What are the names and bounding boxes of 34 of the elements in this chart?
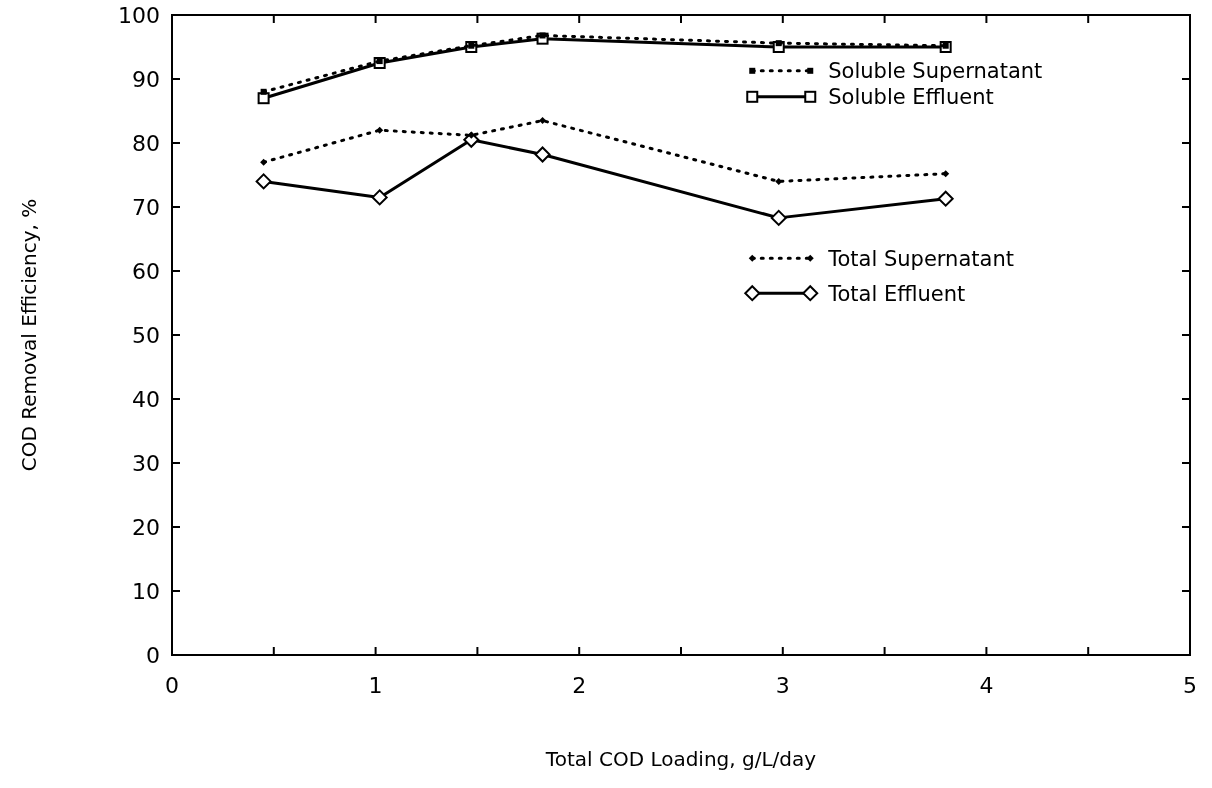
- y-tick-label: 80: [132, 130, 160, 156]
- x-tick-label: 4: [979, 673, 994, 698]
- point: [255, 173, 272, 190]
- y-tick-label: 10: [132, 578, 160, 604]
- y-tick-label: 0: [146, 642, 160, 668]
- y-tick-label: 60: [132, 258, 160, 284]
- y-tick-label: 30: [132, 450, 160, 476]
- point: [539, 117, 547, 125]
- x-tick-label: 0: [165, 673, 179, 698]
- y-tick-label: 40: [132, 386, 160, 412]
- point: [260, 88, 267, 95]
- y-tick-label: 90: [132, 66, 160, 92]
- x-tick-label: 3: [775, 673, 790, 698]
- point: [260, 158, 268, 166]
- y-tick-label: 20: [132, 514, 160, 540]
- legend-label: Total Supernatant: [827, 246, 1014, 271]
- y-axis-title: COD Removal Efficiency, %: [17, 198, 41, 472]
- legend-label: Soluble Supernatant: [828, 59, 1043, 84]
- x-tick-label: 1: [368, 673, 383, 698]
- point: [942, 170, 950, 178]
- point: [775, 177, 783, 185]
- legend-label: Soluble Effluent: [828, 85, 994, 110]
- y-tick-label: 50: [132, 322, 160, 348]
- y-tick-label: 70: [132, 194, 160, 220]
- point: [534, 146, 551, 163]
- point: [376, 126, 384, 134]
- legend-label: Total Effluent: [827, 281, 966, 306]
- x-axis-title: Total COD Loading, g/L/day: [544, 747, 817, 771]
- y-tick-label: 100: [118, 2, 160, 28]
- x-tick-label: 2: [572, 673, 587, 698]
- point: [770, 209, 787, 226]
- x-tick-label: 5: [1183, 673, 1197, 698]
- point: [937, 190, 954, 207]
- point: [371, 189, 388, 206]
